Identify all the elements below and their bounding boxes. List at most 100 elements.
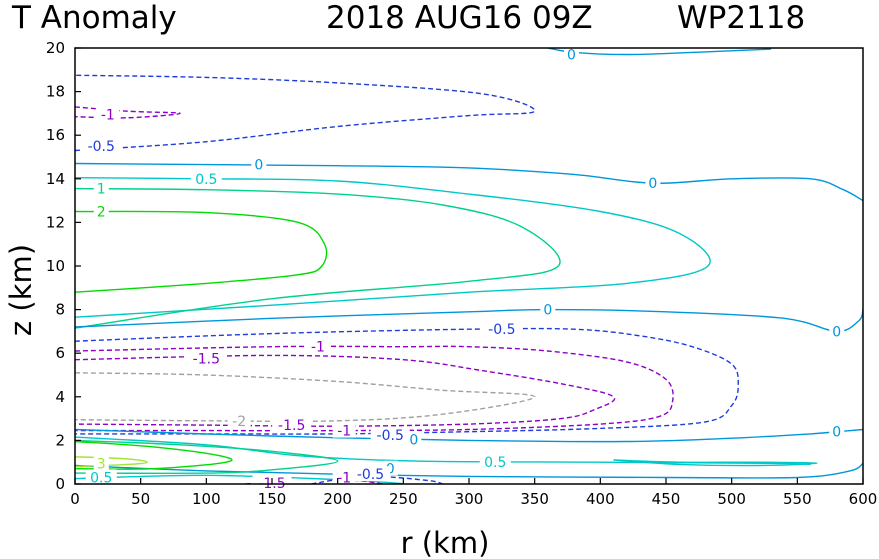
contour-label-neg2: -2 [227, 412, 251, 430]
x-tick-label: 500 [717, 490, 746, 508]
contour-label-0: 0 [540, 301, 556, 319]
x-tick-label: 300 [455, 490, 484, 508]
svg-text:-0.5: -0.5 [377, 428, 404, 444]
svg-text:1: 1 [97, 182, 106, 198]
contour-line-3 [75, 456, 148, 468]
x-tick-label: 600 [849, 490, 878, 508]
x-tick-label: 450 [652, 490, 681, 508]
svg-text:2: 2 [97, 205, 106, 221]
svg-text:0.5: 0.5 [484, 455, 506, 471]
svg-text:0: 0 [648, 176, 657, 192]
y-axis-label: z (km) [4, 244, 38, 336]
contour-label-0: 0 [829, 423, 845, 441]
contour-label-0: 0 [829, 323, 845, 340]
contour-line-0 [547, 48, 772, 56]
y-tick-label: 2 [55, 431, 65, 449]
svg-text:0.5: 0.5 [90, 470, 112, 486]
contour-line-0p5 [75, 436, 811, 466]
svg-text:-1: -1 [311, 340, 325, 356]
contour-line-neg0p5 [75, 74, 536, 152]
y-tick-label: 6 [55, 344, 65, 362]
contour-line-neg1p5 [75, 354, 616, 427]
contour-label-neg1: -1 [306, 338, 330, 356]
x-axis: 0 50 100 150 200 250 300 350 400 450 500 550 600 [70, 478, 877, 508]
svg-text:-0.5: -0.5 [488, 322, 515, 338]
contour-label-neg0p5: -0.5 [81, 138, 121, 155]
contour-label-neg1p5: -1.5 [272, 417, 312, 434]
x-tick-label: 550 [783, 490, 812, 508]
contour-label-neg1: -1 [332, 469, 356, 486]
y-axis: 0 2 4 6 8 10 12 14 16 18 20 [46, 39, 81, 493]
contour-label-neg1p5: -1.5 [186, 350, 226, 368]
x-tick-label: 100 [192, 490, 221, 508]
x-tick-label: 200 [323, 490, 352, 508]
y-tick-label: 16 [46, 126, 65, 144]
contour-label-0: 0 [563, 46, 579, 64]
contour-label-neg1: -1 [332, 422, 356, 440]
contour-label-neg1: -1 [96, 106, 120, 123]
svg-text:-1: -1 [337, 424, 351, 440]
svg-text:0: 0 [832, 324, 841, 340]
contour-label-neg0p5: -0.5 [351, 466, 390, 483]
svg-text:0: 0 [832, 425, 841, 441]
x-tick-label: 150 [258, 490, 287, 508]
svg-text:-0.5: -0.5 [357, 467, 384, 483]
contour-line-1 [75, 439, 339, 475]
y-tick-label: 4 [55, 388, 65, 406]
svg-text:-1: -1 [337, 470, 351, 486]
contour-label-0: 0 [251, 156, 267, 174]
y-tick-label: 20 [46, 39, 65, 57]
contour-line-0 [75, 428, 863, 443]
contour-lines [75, 48, 863, 484]
svg-text:0: 0 [543, 303, 552, 319]
svg-text:0: 0 [386, 462, 395, 478]
contour-label-3: 3 [93, 455, 109, 472]
contour-label-0p5: 0.5 [85, 469, 117, 486]
contour-line-0 [75, 462, 863, 479]
contour-line-neg2 [75, 372, 536, 423]
svg-text:3: 3 [97, 456, 106, 472]
x-tick-label: 250 [389, 490, 418, 508]
svg-text:0: 0 [567, 48, 576, 64]
contour-line-neg0p5 [75, 327, 739, 435]
x-tick-label: 400 [586, 490, 615, 508]
contour-line-0p5 [613, 459, 818, 467]
y-tick-label: 14 [46, 170, 65, 188]
chart-title-left: T Anomaly [11, 0, 177, 36]
contour-label-0p5: 0.5 [479, 454, 511, 471]
svg-text:0: 0 [409, 432, 418, 448]
x-tick-label: 50 [131, 490, 150, 508]
plot-frame [74, 47, 864, 485]
y-tick-label: 12 [46, 213, 65, 231]
y-tick-label: 0 [55, 475, 65, 493]
contour-label-neg0p5: -0.5 [370, 426, 410, 444]
y-tick-label: 10 [46, 257, 65, 275]
svg-text:-1: -1 [101, 107, 115, 123]
svg-text:-0.5: -0.5 [88, 139, 115, 155]
svg-text:-1.5: -1.5 [193, 352, 220, 368]
y-tick-label: 18 [46, 83, 65, 101]
contour-line-neg1 [75, 345, 674, 432]
contour-label-0: 0 [645, 175, 661, 192]
svg-text:0: 0 [254, 158, 263, 174]
contour-label-0: 0 [406, 431, 422, 448]
svg-text:-1.5: -1.5 [278, 418, 305, 434]
chart-title-storm-id: WP2118 [677, 0, 805, 36]
contour-label-1: 1 [93, 180, 109, 198]
contour-line-1 [75, 187, 561, 329]
x-axis-label: r (km) [401, 526, 490, 559]
x-tick-label: 350 [520, 490, 549, 508]
contour-line-0 [75, 162, 863, 202]
svg-text:-2: -2 [232, 414, 246, 430]
contour-line-2 [75, 440, 233, 470]
contour-line-0p5 [75, 177, 711, 318]
x-tick-label: 0 [70, 490, 80, 508]
chart-title-datetime: 2018 AUG16 09Z [326, 0, 593, 36]
contour-line-2 [75, 210, 328, 293]
contour-line-neg1 [75, 106, 181, 119]
contour-label-2: 2 [93, 203, 109, 221]
contour-label-0p5: 0.5 [190, 170, 222, 188]
svg-text:0.5: 0.5 [195, 172, 217, 188]
